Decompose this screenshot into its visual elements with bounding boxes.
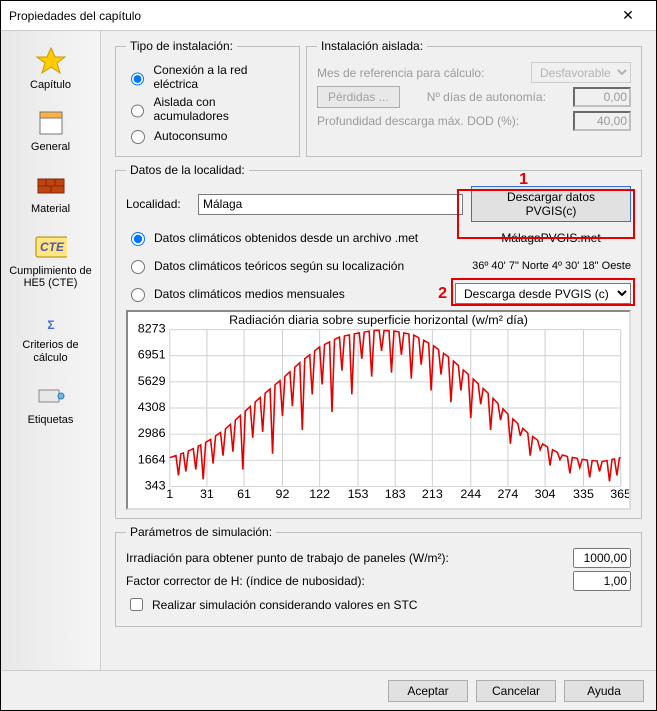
svg-text:31: 31 [200, 488, 214, 502]
pvgis-dropdown[interactable]: Descarga desde PVGIS (c) [455, 283, 631, 304]
irr-label: Irradiación para obtener punto de trabaj… [126, 551, 449, 565]
localidad-label: Localidad: [126, 197, 190, 211]
dias-input [573, 87, 631, 107]
radio-label: Datos climáticos medios mensuales [154, 287, 345, 301]
svg-text:343: 343 [145, 479, 166, 493]
radio-teoricos[interactable]: Datos climáticos teóricos según su local… [126, 257, 472, 274]
sidebar-item-label: Capítulo [30, 79, 71, 91]
sidebar-item-label: Material [31, 203, 70, 215]
svg-text:61: 61 [237, 488, 251, 502]
svg-text:CTE: CTE [40, 240, 65, 254]
svg-text:2986: 2986 [138, 426, 166, 440]
help-button[interactable]: Ayuda [564, 680, 644, 702]
perdidas-button: Pérdidas ... [317, 86, 400, 108]
svg-text:183: 183 [385, 488, 406, 502]
prof-input [573, 111, 631, 131]
svg-text:213: 213 [422, 488, 443, 502]
svg-text:244: 244 [460, 488, 481, 502]
svg-text:5629: 5629 [138, 374, 166, 388]
tag-icon [35, 380, 67, 412]
dias-label: Nº días de autonomía: [427, 90, 546, 104]
sidebar-item-etiquetas[interactable]: Etiquetas [1, 374, 100, 436]
radio-label: Datos climáticos obtenidos desde un arch… [154, 231, 418, 245]
svg-text:6951: 6951 [138, 348, 166, 362]
document-icon [35, 107, 67, 139]
sidebar-item-criterios[interactable]: Σ Criterios de cálculo [1, 299, 100, 373]
radio-label: Aislada con acumuladores [153, 95, 289, 123]
footer: Aceptar Cancelar Ayuda [1, 670, 656, 710]
tipo-fieldset: Tipo de instalación: Conexión a la red e… [115, 39, 300, 157]
sim-legend: Parámetros de simulación: [126, 525, 276, 539]
localidad-input[interactable] [198, 194, 463, 215]
svg-text:153: 153 [348, 488, 369, 502]
sidebar-item-label: Etiquetas [28, 414, 74, 426]
sidebar-item-material[interactable]: Material [1, 163, 100, 225]
sidebar-item-label: Cumplimiento de HE5 (CTE) [5, 265, 96, 289]
radio-conexion[interactable]: Conexión a la red eléctrica [126, 63, 289, 91]
radio-met[interactable]: Datos climáticos obtenidos desde un arch… [126, 229, 471, 246]
stc-checkbox[interactable]: Realizar simulación considerando valores… [126, 595, 631, 614]
svg-text:92: 92 [276, 488, 290, 502]
sidebar-item-capitulo[interactable]: Capítulo [1, 39, 100, 101]
window-title: Propiedades del capítulo [9, 9, 608, 23]
sidebar-item-general[interactable]: General [1, 101, 100, 163]
content-pane: Tipo de instalación: Conexión a la red e… [101, 31, 656, 670]
localidad-legend: Datos de la localidad: [126, 163, 249, 177]
radio-label: Conexión a la red eléctrica [153, 63, 289, 91]
factor-input[interactable] [573, 571, 631, 591]
tipo-legend: Tipo de instalación: [126, 39, 237, 53]
stc-label: Realizar simulación considerando valores… [152, 598, 417, 612]
radiation-chart: 343 1664 2986 4308 5629 6951 8273 1 31 61 92 122 153… [126, 310, 631, 510]
svg-text:Radiación diaria sobre superfi: Radiación diaria sobre superficie horizo… [229, 313, 528, 327]
titlebar: Propiedades del capítulo ✕ [1, 1, 656, 31]
star-icon [35, 45, 67, 77]
factor-label: Factor corrector de H: (índice de nubosi… [126, 574, 365, 588]
sigma-icon: Σ [35, 305, 67, 337]
sidebar-item-cte[interactable]: CTE Cumplimiento de HE5 (CTE) [1, 225, 100, 299]
svg-text:1664: 1664 [138, 453, 166, 467]
radio-label: Autoconsumo [154, 129, 227, 143]
sidebar-item-label: Criterios de cálculo [5, 339, 96, 363]
radio-label: Datos climáticos teóricos según su local… [154, 259, 404, 273]
mes-label: Mes de referencia para cálculo: [317, 66, 484, 80]
svg-text:304: 304 [535, 488, 556, 502]
annotation-1: 1 [519, 171, 528, 189]
coords-text: 36º 40' 7" Norte 4º 30' 18" Oeste [472, 260, 631, 272]
met-filename: MálagaPVGIS.met [471, 231, 631, 245]
svg-text:4308: 4308 [138, 400, 166, 414]
prof-label: Profundidad descarga máx. DOD (%): [317, 114, 519, 128]
sim-fieldset: Parámetros de simulación: Irradiación pa… [115, 525, 642, 627]
svg-text:8273: 8273 [138, 322, 166, 336]
radio-aislada[interactable]: Aislada con acumuladores [126, 95, 289, 123]
cte-icon: CTE [35, 231, 67, 263]
download-pvgis-button[interactable]: Descargar datos PVGIS(c) [471, 186, 631, 222]
irr-input[interactable] [573, 548, 631, 568]
svg-text:365: 365 [610, 488, 629, 502]
localidad-fieldset: Datos de la localidad: 1 Localidad: Desc… [115, 163, 642, 519]
sidebar: Capítulo General Material CTE Cumplimien… [1, 31, 101, 670]
sidebar-item-label: General [31, 141, 70, 153]
cancel-button[interactable]: Cancelar [476, 680, 556, 702]
close-icon[interactable]: ✕ [608, 7, 648, 24]
svg-text:Σ: Σ [47, 318, 54, 332]
mes-select: Desfavorable [531, 62, 631, 83]
svg-text:274: 274 [497, 488, 518, 502]
svg-text:1: 1 [166, 488, 173, 502]
ok-button[interactable]: Aceptar [388, 680, 468, 702]
annotation-2: 2 [438, 285, 447, 303]
radio-mensuales[interactable]: Datos climáticos medios mensuales [126, 285, 438, 302]
aislada-fieldset: Instalación aislada: Mes de referencia p… [306, 39, 642, 157]
svg-text:122: 122 [309, 488, 330, 502]
radio-autoconsumo[interactable]: Autoconsumo [126, 127, 289, 144]
brick-icon [35, 169, 67, 201]
aislada-legend: Instalación aislada: [317, 39, 427, 53]
svg-text:335: 335 [573, 488, 594, 502]
